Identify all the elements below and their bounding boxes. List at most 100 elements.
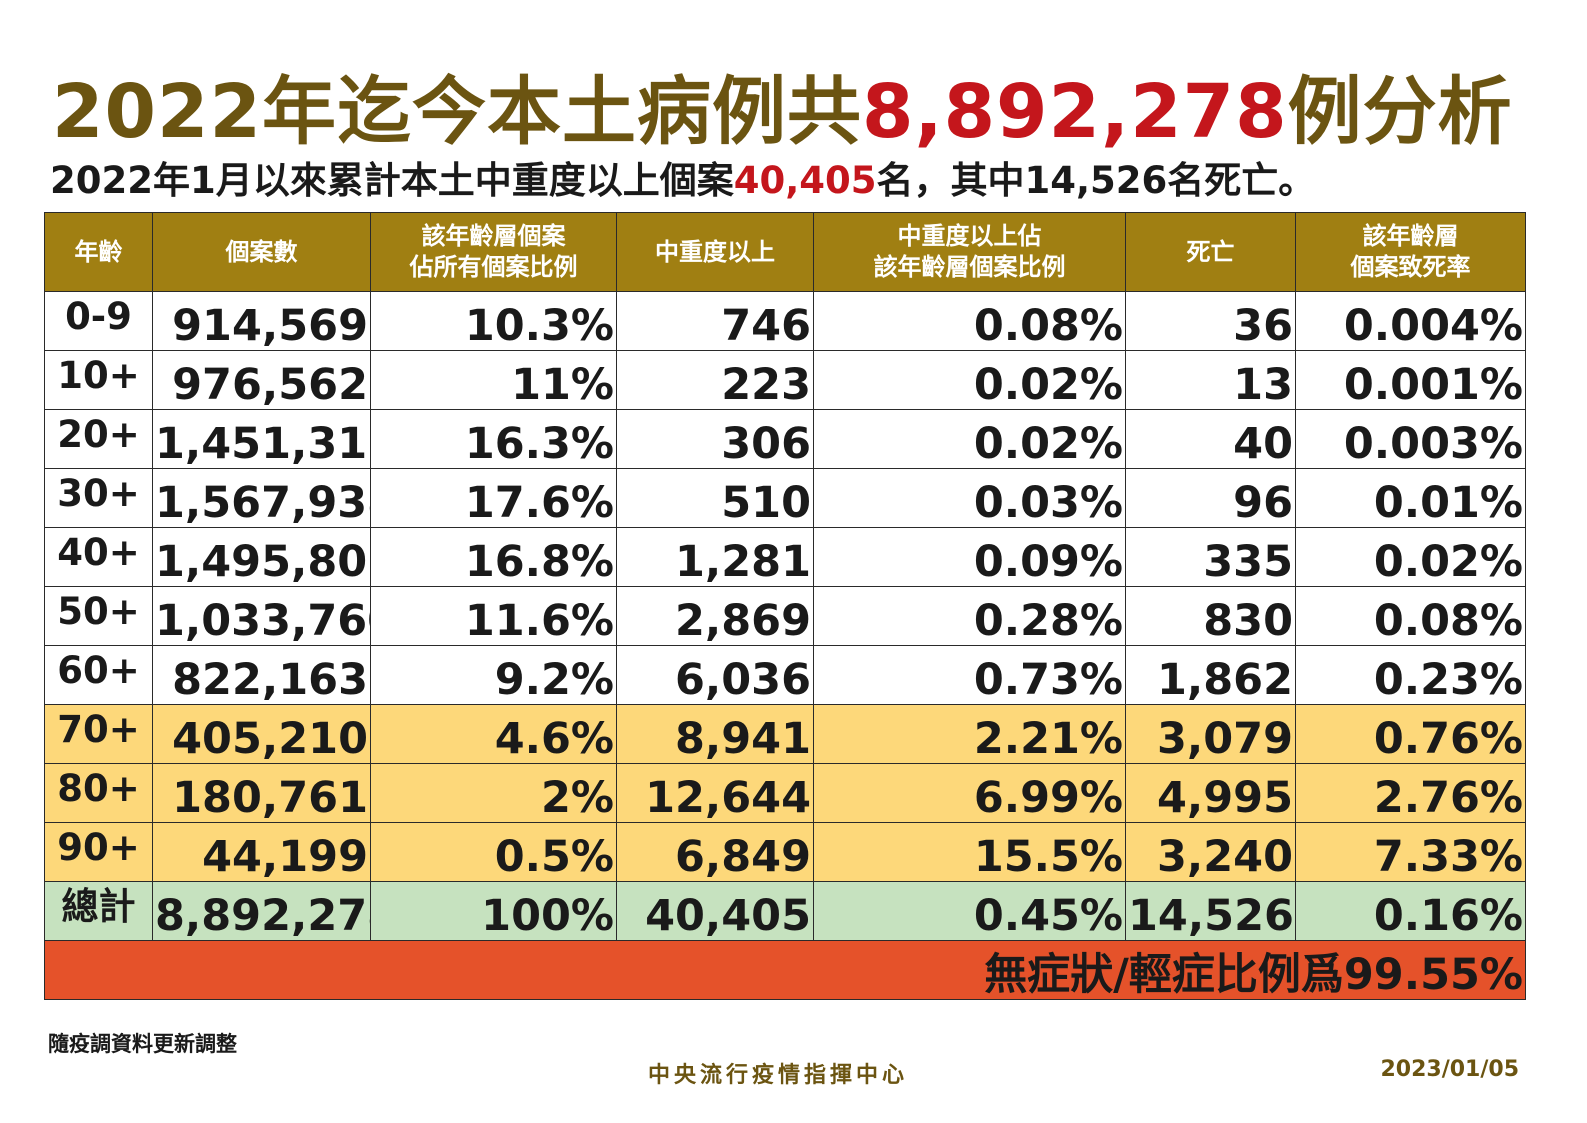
cell-share: 2%: [370, 763, 617, 823]
cell-deaths: 3,079: [1125, 704, 1296, 764]
cell-severe-ratio: 0.08%: [813, 291, 1126, 351]
cell-severe-ratio: 0.02%: [813, 350, 1126, 410]
table-row: 90+ 44,199 0.5% 6,849 15.5% 3,240 7.33%: [44, 822, 1526, 882]
cell-deaths: 4,995: [1125, 763, 1296, 823]
summary-banner: 無症狀/輕症比例爲99.55%: [44, 940, 1526, 1000]
cell-severe-ratio: 0.45%: [813, 881, 1126, 941]
cell-share: 17.6%: [370, 468, 617, 528]
cell-severe-ratio: 0.09%: [813, 527, 1126, 587]
cell-fatality: 0.02%: [1295, 527, 1526, 587]
cell-fatality: 0.01%: [1295, 468, 1526, 528]
cell-cases: 976,562: [152, 350, 371, 410]
cell-deaths: 40: [1125, 409, 1296, 469]
table-row: 10+ 976,562 11% 223 0.02% 13 0.001%: [44, 350, 1526, 410]
header-deaths: 死亡: [1125, 212, 1296, 292]
cell-severe: 8,941: [616, 704, 814, 764]
cell-age: 總計: [44, 881, 153, 941]
cell-fatality: 0.004%: [1295, 291, 1526, 351]
cell-age: 80+: [44, 763, 153, 823]
cell-fatality: 0.16%: [1295, 881, 1526, 941]
cell-fatality: 2.76%: [1295, 763, 1526, 823]
cell-cases: 1,495,801: [152, 527, 371, 587]
cell-age: 20+: [44, 409, 153, 469]
cell-fatality: 0.001%: [1295, 350, 1526, 410]
cell-fatality: 0.23%: [1295, 645, 1526, 705]
cell-severe: 40,405: [616, 881, 814, 941]
cell-share: 0.5%: [370, 822, 617, 882]
cell-severe-ratio: 0.73%: [813, 645, 1126, 705]
cell-cases: 1,033,760: [152, 586, 371, 646]
cell-severe-ratio: 0.02%: [813, 409, 1126, 469]
cell-severe-ratio: 0.03%: [813, 468, 1126, 528]
subtitle-severe-count: 40,405: [733, 159, 877, 202]
cell-age: 50+: [44, 586, 153, 646]
cell-age: 40+: [44, 527, 153, 587]
cell-age: 90+: [44, 822, 153, 882]
cell-severe-ratio: 6.99%: [813, 763, 1126, 823]
cell-share: 100%: [370, 881, 617, 941]
cell-age: 60+: [44, 645, 153, 705]
title-prefix: 2022年迄今本土病例共: [52, 69, 862, 155]
cell-deaths: 830: [1125, 586, 1296, 646]
cell-cases: 1,451,315: [152, 409, 371, 469]
cell-fatality: 0.76%: [1295, 704, 1526, 764]
cell-severe-ratio: 15.5%: [813, 822, 1126, 882]
cell-cases: 914,569: [152, 291, 371, 351]
cell-severe: 223: [616, 350, 814, 410]
cell-share: 11%: [370, 350, 617, 410]
cell-cases: 1,567,938: [152, 468, 371, 528]
cell-fatality: 0.08%: [1295, 586, 1526, 646]
cell-cases: 8,892,278: [152, 881, 371, 941]
header-fatality: 該年齡層 個案致死率: [1295, 212, 1526, 292]
cell-share: 16.8%: [370, 527, 617, 587]
page-title: 2022年迄今本土病例共8,892,278例分析: [52, 52, 1513, 159]
cell-share: 11.6%: [370, 586, 617, 646]
cell-share: 4.6%: [370, 704, 617, 764]
cell-severe: 746: [616, 291, 814, 351]
table-row: 60+ 822,163 9.2% 6,036 0.73% 1,862 0.23%: [44, 645, 1526, 705]
agency-name: 中央流行疫情指揮中心: [648, 1063, 909, 1088]
cell-cases: 44,199: [152, 822, 371, 882]
summary-banner-row: 無症狀/輕症比例爲99.55%: [44, 940, 1526, 1000]
table-row: 0-9 914,569 10.3% 746 0.08% 36 0.004%: [44, 291, 1526, 351]
header-cases: 個案數: [152, 212, 371, 292]
cell-age: 0-9: [44, 291, 153, 351]
header-age: 年齡: [44, 212, 153, 292]
cell-severe: 6,036: [616, 645, 814, 705]
cell-severe: 12,644: [616, 763, 814, 823]
cell-deaths: 13: [1125, 350, 1296, 410]
cell-deaths: 3,240: [1125, 822, 1296, 882]
subtitle-prefix: 2022年1月以來累計本土中重度以上個案: [50, 159, 734, 202]
publish-date: 2023/01/05: [1380, 1057, 1519, 1082]
cell-age: 10+: [44, 350, 153, 410]
cell-severe: 306: [616, 409, 814, 469]
cell-cases: 822,163: [152, 645, 371, 705]
cell-share: 10.3%: [370, 291, 617, 351]
footnote: 隨疫調資料更新調整: [48, 1032, 237, 1056]
subtitle-suffix: 名，其中14,526名死亡。: [876, 159, 1316, 202]
cell-severe: 1,281: [616, 527, 814, 587]
cell-age: 70+: [44, 704, 153, 764]
cell-deaths: 14,526: [1125, 881, 1296, 941]
table-row: 70+ 405,210 4.6% 8,941 2.21% 3,079 0.76%: [44, 704, 1526, 764]
header-severe-ratio: 中重度以上佔 該年齡層個案比例: [813, 212, 1126, 292]
cell-age: 30+: [44, 468, 153, 528]
cell-severe: 510: [616, 468, 814, 528]
cell-share: 9.2%: [370, 645, 617, 705]
cell-severe-ratio: 0.28%: [813, 586, 1126, 646]
page-subtitle: 2022年1月以來累計本土中重度以上個案40,405名，其中14,526名死亡。: [50, 150, 1315, 204]
cell-fatality: 0.003%: [1295, 409, 1526, 469]
title-suffix: 例分析: [1287, 69, 1513, 155]
table-header-row: 年齡 個案數 該年齡層個案 佔所有個案比例 中重度以上 中重度以上佔 該年齡層個案比…: [44, 212, 1526, 292]
cell-share: 16.3%: [370, 409, 617, 469]
cell-severe: 6,849: [616, 822, 814, 882]
cell-deaths: 96: [1125, 468, 1296, 528]
cell-deaths: 335: [1125, 527, 1296, 587]
cell-severe: 2,869: [616, 586, 814, 646]
header-severe: 中重度以上: [616, 212, 814, 292]
